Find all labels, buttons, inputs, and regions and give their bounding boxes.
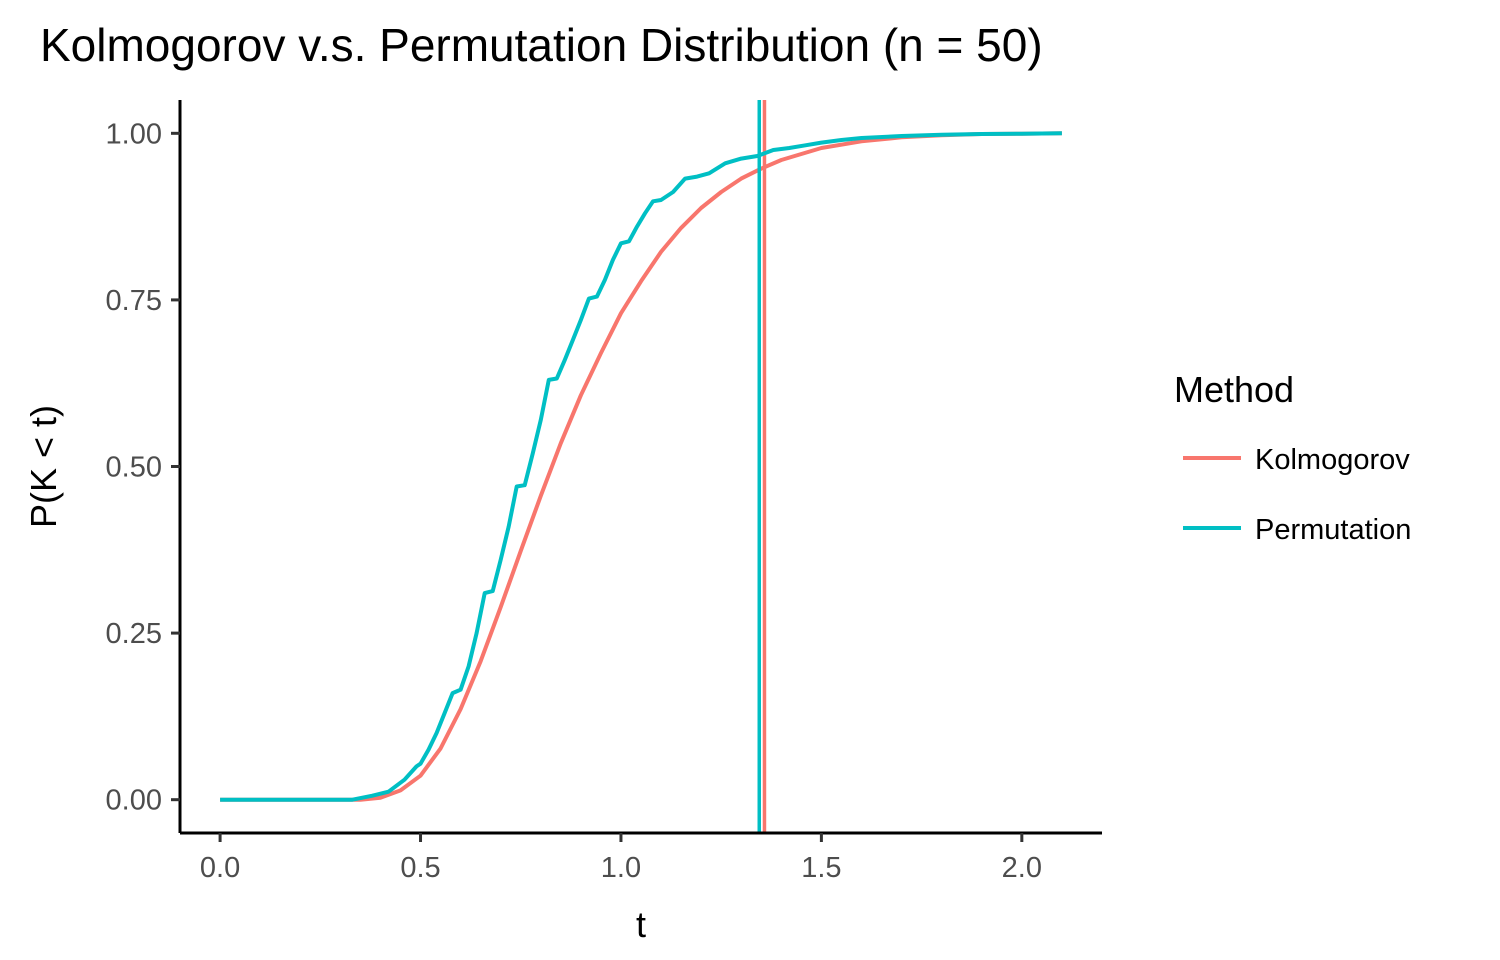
- y-tick-label: 0.75: [106, 285, 162, 317]
- y-tick-label: 0.50: [106, 452, 162, 484]
- x-ticks: 0.0 0.5 1.0 1.5 2.0: [200, 833, 1042, 884]
- x-axis-title: t: [636, 904, 646, 945]
- x-tick-label: 2.0: [1002, 852, 1042, 884]
- x-tick-label: 0.5: [400, 852, 440, 884]
- series-layer: [220, 100, 1062, 833]
- y-tick-label: 0.00: [106, 785, 162, 817]
- legend: Method Kolmogorov Permutation: [1174, 369, 1411, 546]
- chart-title: Kolmogorov v.s. Permutation Distribution…: [40, 19, 1043, 71]
- x-tick-label: 1.0: [601, 852, 641, 884]
- legend-label-kolmogorov: Kolmogorov: [1255, 444, 1410, 476]
- y-tick-label: 1.00: [106, 118, 162, 150]
- x-tick-label: 0.0: [200, 852, 240, 884]
- x-tick-label: 1.5: [801, 852, 841, 884]
- y-tick-label: 0.25: [106, 618, 162, 650]
- permutation-line: [220, 131, 1062, 802]
- kolmogorov-line: [220, 131, 1062, 802]
- legend-title: Method: [1174, 369, 1294, 410]
- y-axis-title: P(K < t): [23, 405, 64, 528]
- legend-label-permutation: Permutation: [1255, 514, 1411, 546]
- y-ticks: 0.00 0.25 0.50 0.75 1.00: [106, 118, 180, 817]
